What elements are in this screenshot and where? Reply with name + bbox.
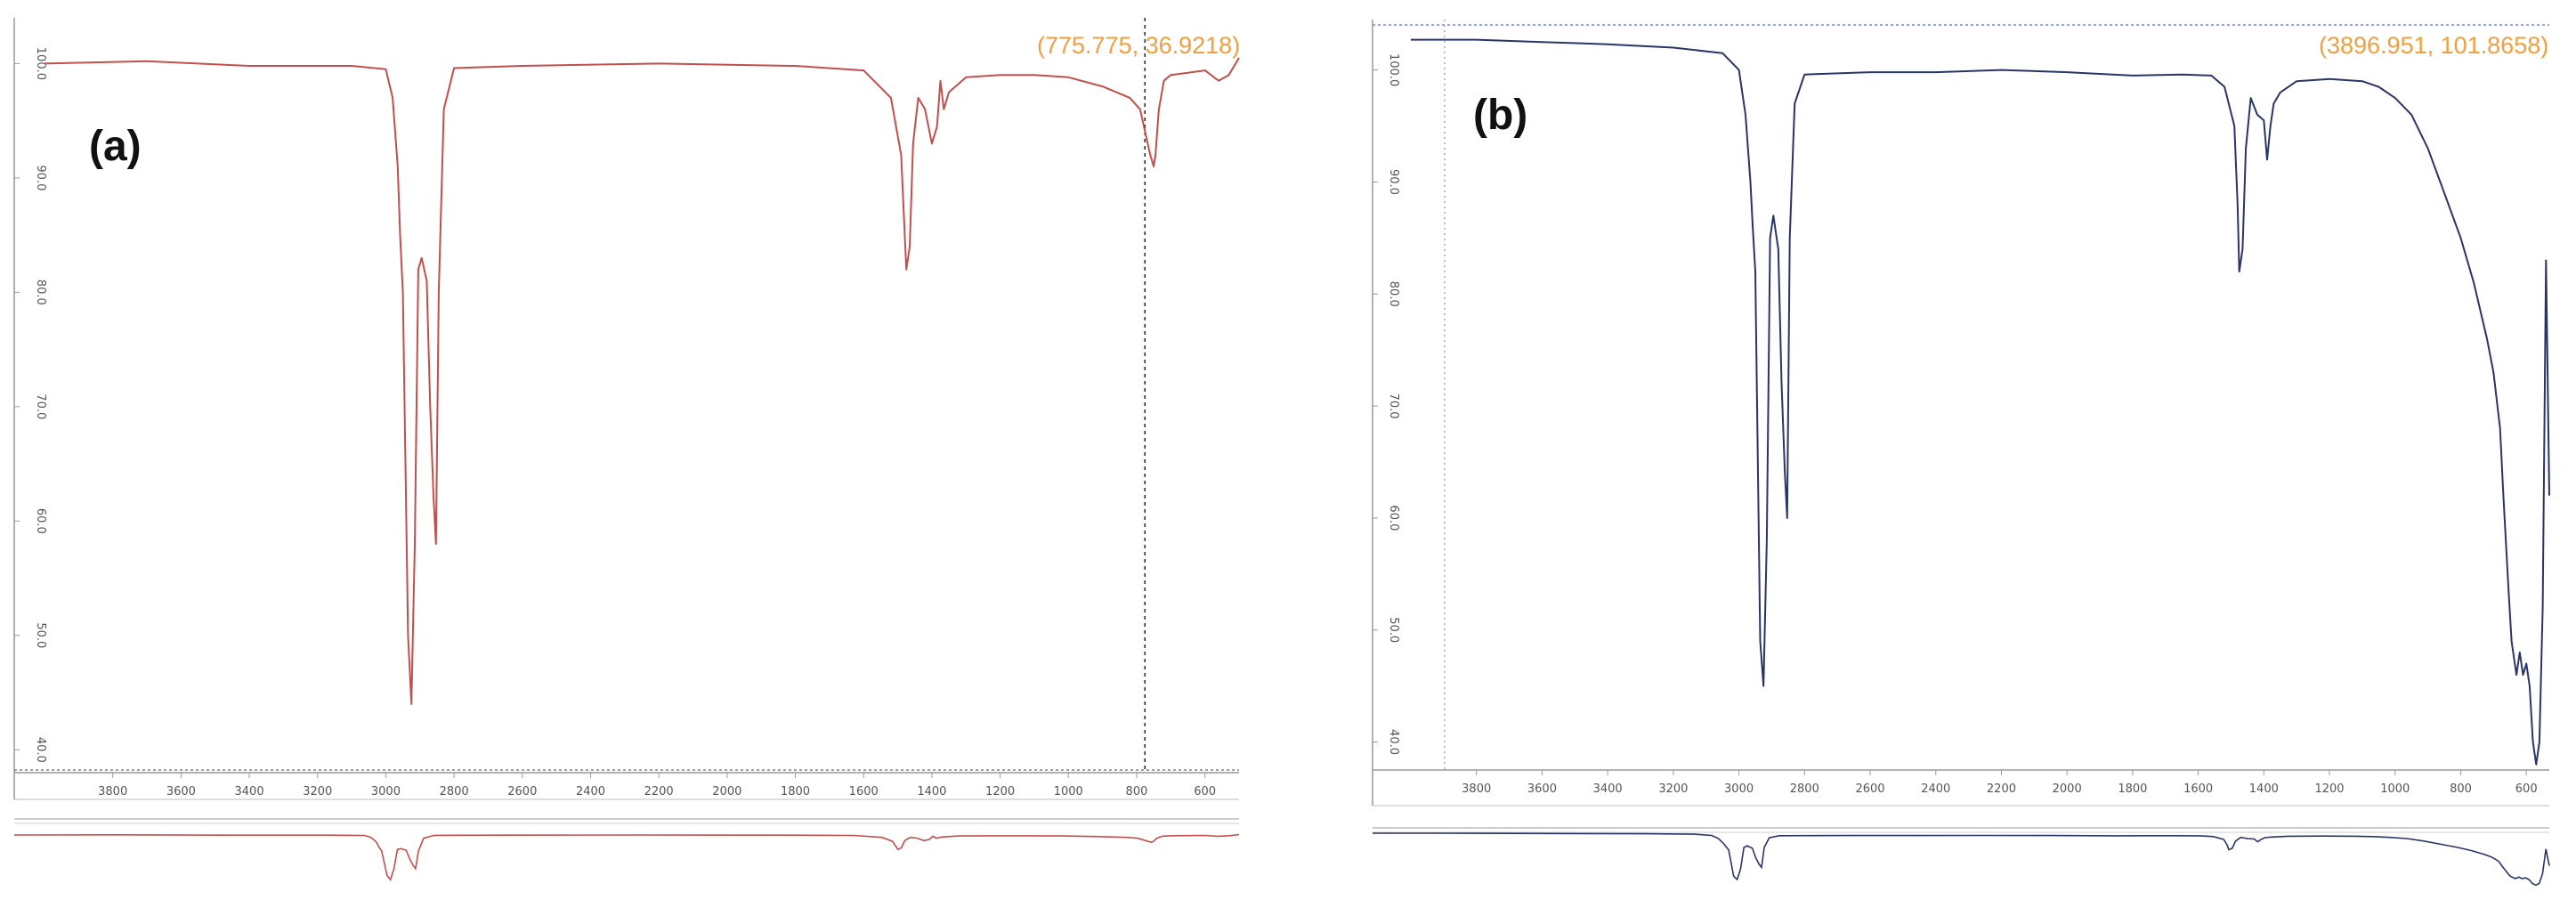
spectrum-panel-b: 40.0 50.0 60.0 70.0 80.0 90.0 100.0 3800 3600 340… <box>1362 0 2576 916</box>
x-tick-label: 1600 <box>2183 782 2213 796</box>
x-tick-label: 2400 <box>1921 782 1950 796</box>
x-tick-label: 2200 <box>644 785 674 798</box>
y-tick-label: 100.0 <box>34 47 47 80</box>
x-tick-label: 2800 <box>440 785 469 798</box>
x-tick-label: 2600 <box>507 785 537 798</box>
x-tick-label: 3200 <box>1658 782 1688 796</box>
y-tick-label: 40.0 <box>34 737 47 763</box>
x-tick-label: 600 <box>1194 785 1216 798</box>
x-tick-label: 1200 <box>985 785 1015 798</box>
y-tick-label: 40.0 <box>1387 729 1400 755</box>
x-tick-label: 1200 <box>2314 782 2344 796</box>
panel-b-chart: 40.0 50.0 60.0 70.0 80.0 90.0 100.0 3800 3600 340… <box>1372 20 2550 887</box>
y-tick-label: 90.0 <box>1387 169 1400 195</box>
x-tick-label: 3600 <box>166 785 196 798</box>
panel-label: (b) <box>1473 92 1527 139</box>
x-tick-label: 2800 <box>1790 782 1819 796</box>
x-tick-label: 3800 <box>98 785 127 798</box>
spectrum-line <box>44 57 1240 705</box>
y-tick-label: 50.0 <box>34 622 47 648</box>
x-tick-label: 1000 <box>2380 782 2410 796</box>
y-tick-label: 70.0 <box>1387 393 1400 419</box>
x-tick-label: 3000 <box>1724 782 1754 796</box>
x-tick-label: 3800 <box>1462 782 1491 796</box>
x-tick-label: 1600 <box>849 785 879 798</box>
x-tick-label: 2200 <box>1987 782 2016 796</box>
cursor-readout: (775.775, 36.9218) <box>1037 32 1240 59</box>
y-tick-label: 60.0 <box>34 508 47 534</box>
x-tick-label: 1800 <box>781 785 810 798</box>
x-tick-label: 1000 <box>1054 785 1083 798</box>
cursor-readout: (3896.951, 101.8658) <box>2319 32 2548 59</box>
overview-spectrum-line <box>1373 832 2550 887</box>
x-tick-label: 3600 <box>1527 782 1557 796</box>
x-tick-label: 1800 <box>2118 782 2147 796</box>
x-tick-label: 800 <box>1126 785 1148 798</box>
x-tick-label: 2600 <box>1855 782 1884 796</box>
y-tick-label: 80.0 <box>34 280 47 305</box>
x-tick-label: 3400 <box>1593 782 1623 796</box>
y-tick-label: 60.0 <box>1387 505 1400 531</box>
y-tick-label: 100.0 <box>1387 53 1400 86</box>
panel-a-chart: 40.0 50.0 60.0 70.0 80.0 90.0 100.0 3800 3600 340… <box>13 18 1240 882</box>
overview-spectrum-line <box>13 833 1240 882</box>
x-tick-label: 800 <box>2450 782 2472 796</box>
y-tick-label: 70.0 <box>34 393 47 419</box>
y-tick-label: 50.0 <box>1387 617 1400 643</box>
spectrum-line <box>1411 38 2550 766</box>
y-tick-label: 90.0 <box>34 165 47 190</box>
x-tick-label: 1400 <box>917 785 946 798</box>
x-tick-label: 1400 <box>2249 782 2279 796</box>
panel-label: (a) <box>89 123 142 170</box>
x-tick-label: 2000 <box>712 785 741 798</box>
x-tick-label: 2000 <box>2053 782 2082 796</box>
x-tick-label: 600 <box>2515 782 2538 796</box>
x-tick-label: 3000 <box>371 785 401 798</box>
x-tick-label: 3200 <box>303 785 332 798</box>
y-tick-label: 80.0 <box>1387 281 1400 307</box>
x-tick-label: 3400 <box>235 785 264 798</box>
x-tick-label: 2400 <box>576 785 605 798</box>
spectrum-panel-a: 40.0 50.0 60.0 70.0 80.0 90.0 100.0 3800 3600 340… <box>0 0 1264 916</box>
